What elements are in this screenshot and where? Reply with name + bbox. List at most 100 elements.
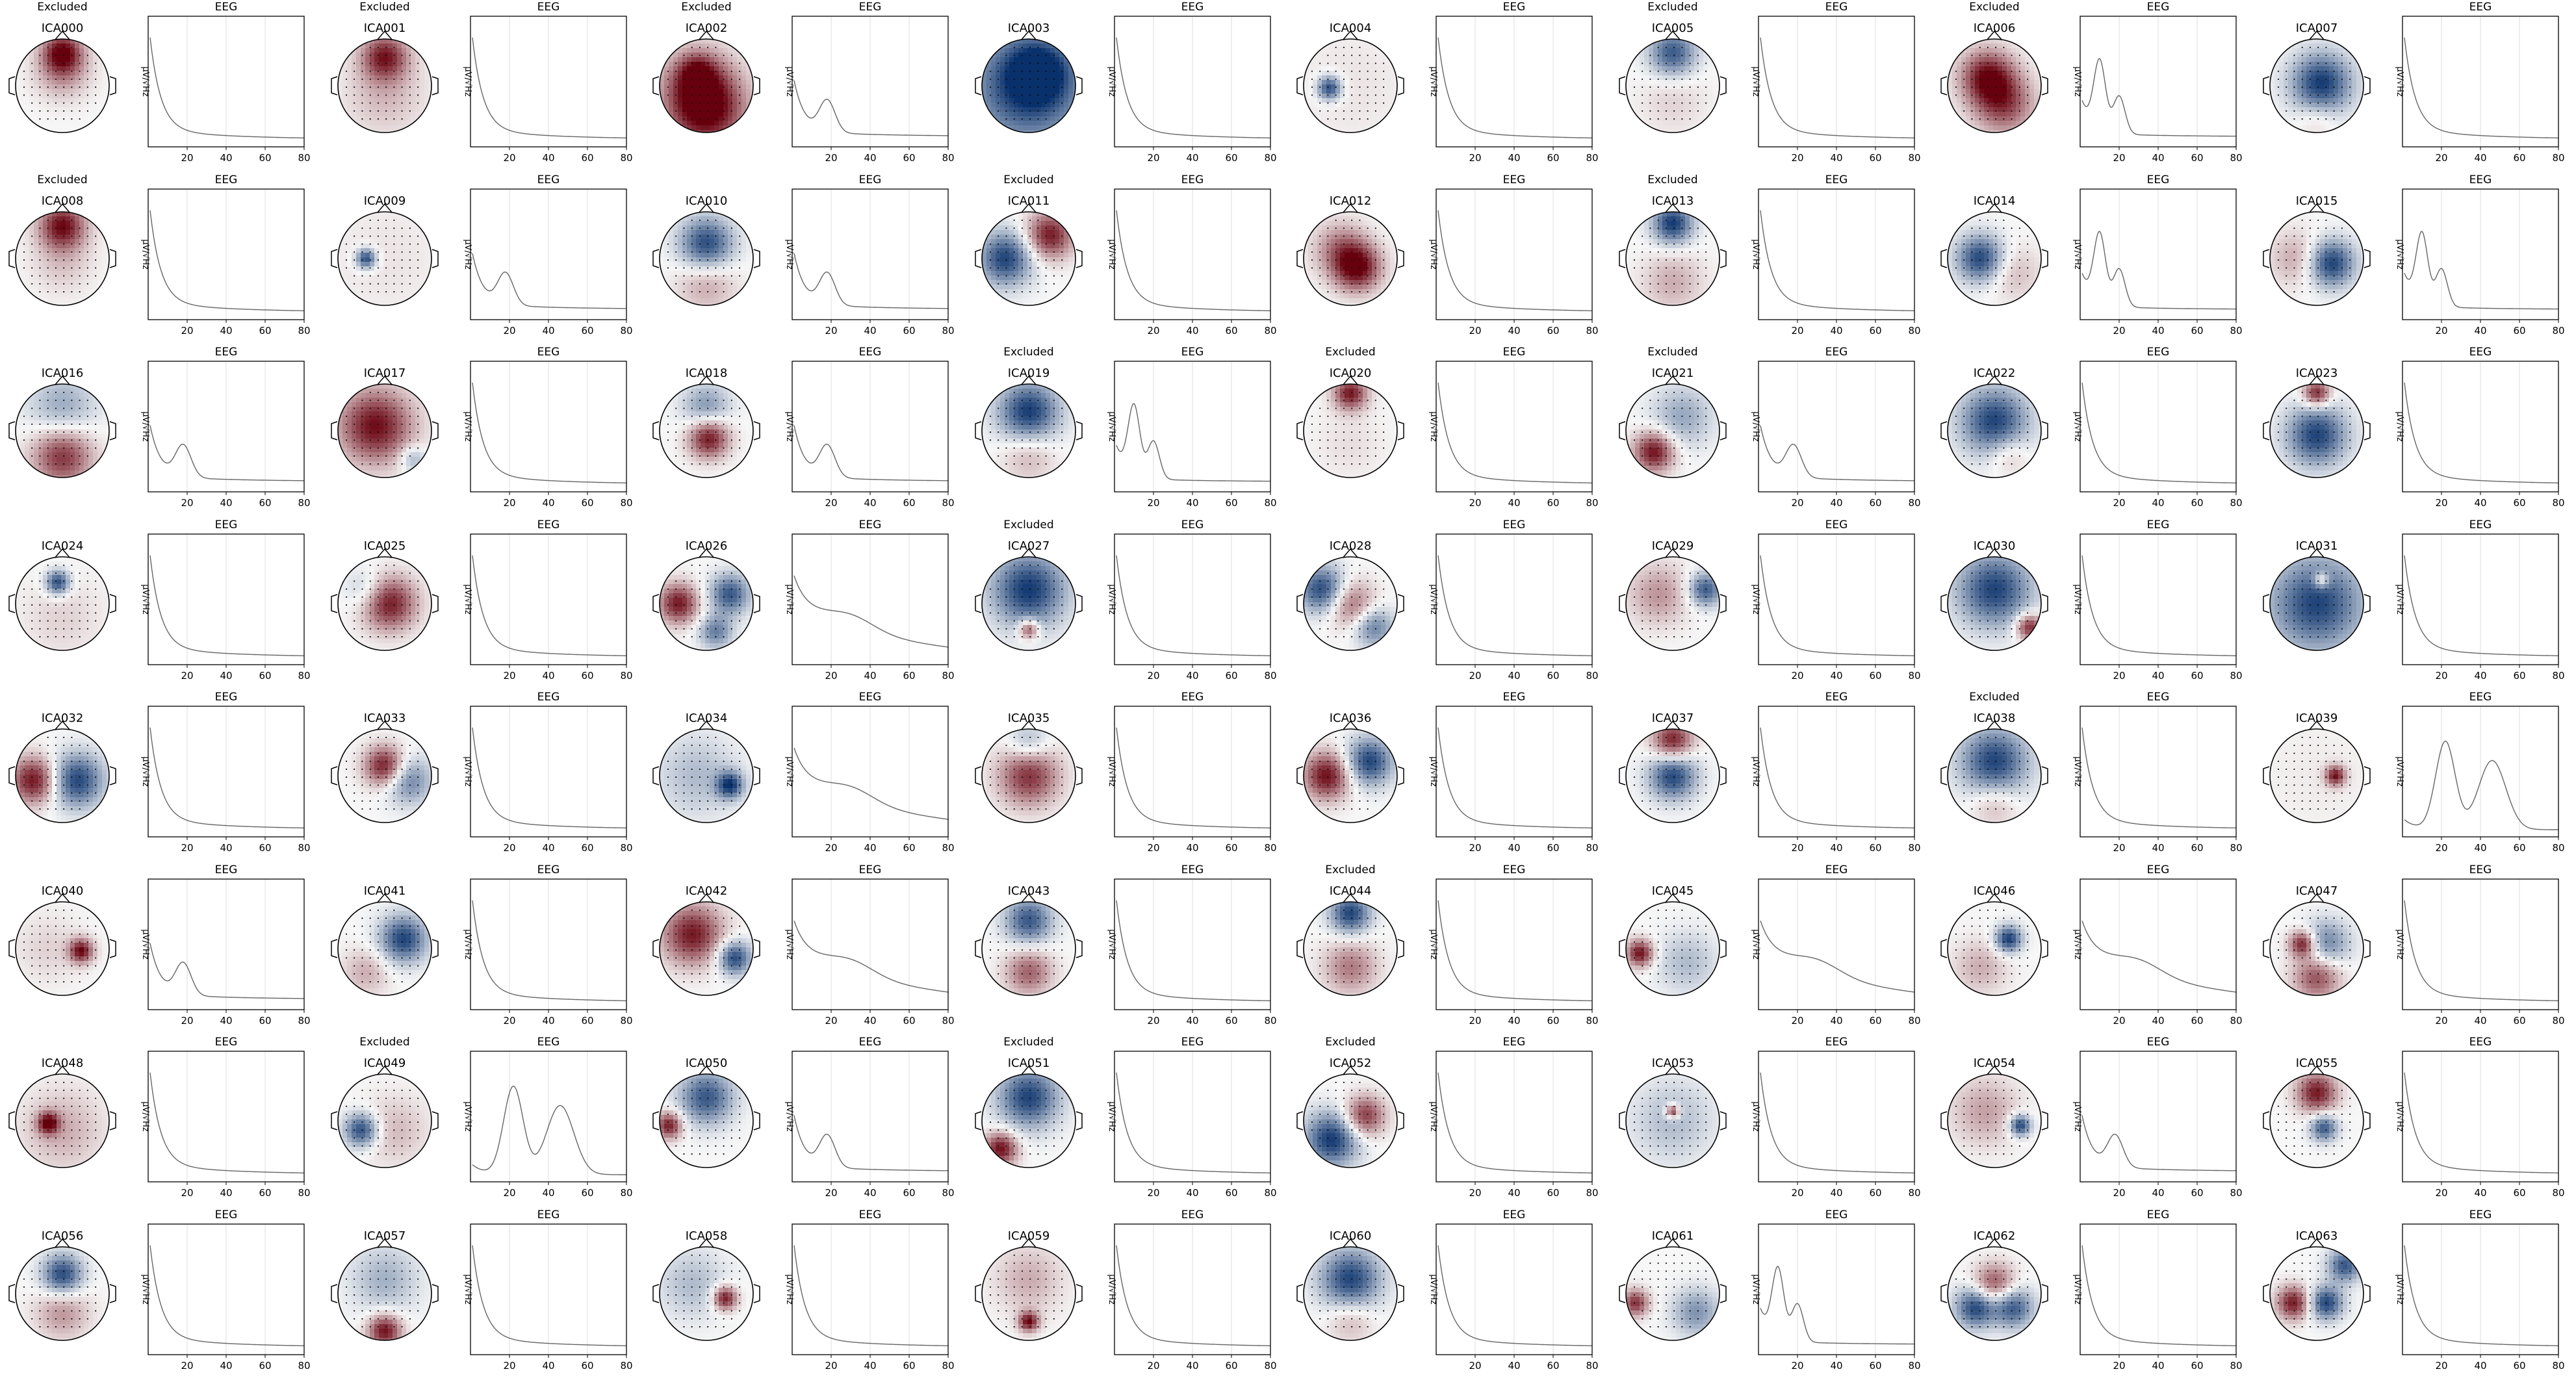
x-tick-label: 40: [864, 1360, 876, 1372]
left-ear: [330, 938, 337, 958]
spectrum-line: [793, 1115, 948, 1171]
x-tick-label: 40: [864, 1015, 876, 1027]
y-axis-label: µV/√Hz: [2072, 929, 2082, 960]
y-axis-label: µV/√Hz: [463, 239, 472, 270]
x-tick-label: 60: [581, 842, 593, 854]
spectrum-frame: [148, 188, 305, 320]
x-tick-label: 60: [2191, 842, 2203, 854]
component-name: ICA038: [1974, 711, 2016, 725]
right-ear: [1075, 421, 1083, 441]
excluded-label: Excluded: [1647, 1, 1697, 14]
nose: [2308, 720, 2325, 731]
excluded-label: Excluded: [37, 1, 87, 14]
x-tick-label: 60: [259, 325, 271, 337]
head-outline: [15, 211, 110, 306]
left-ear: [974, 938, 981, 958]
x-tick-label: 40: [864, 1187, 876, 1199]
x-tick-label: 60: [581, 670, 593, 682]
spectrum-frame: [792, 361, 949, 492]
x-tick-label: 20: [1791, 325, 1803, 337]
x-tick-label: 80: [298, 842, 310, 854]
x-tick-label: 20: [2113, 1015, 2125, 1027]
right-ear: [1397, 1111, 1404, 1131]
spectrum-frame: [469, 878, 627, 1010]
spectrum-line: [472, 1085, 626, 1175]
head-outline: [1303, 556, 1398, 651]
x-tick-label: 60: [259, 1360, 271, 1372]
left-ear: [2262, 938, 2269, 958]
head-outline: [659, 38, 754, 133]
x-tick-label: 60: [1225, 1015, 1237, 1027]
x-tick-label: 60: [259, 842, 271, 854]
sensor-dots: [345, 564, 419, 637]
nose: [1664, 375, 1681, 386]
left-ear: [1618, 248, 1625, 268]
y-axis-label: µV/√Hz: [1751, 239, 1760, 270]
x-tick-label: 40: [1186, 670, 1198, 682]
left-ear: [1296, 1111, 1304, 1131]
right-ear: [753, 76, 760, 96]
x-tick-label: 20: [1469, 1360, 1481, 1372]
nose: [54, 720, 71, 731]
x-tick-label: 60: [581, 152, 593, 164]
x-tick-label: 20: [181, 1015, 193, 1027]
spectrum-frame: [148, 706, 305, 837]
spectrum-line: [1115, 37, 1270, 139]
spectrum-title: EEG: [859, 1036, 882, 1049]
component-cell: ICA046 EEG 20 40 60 80 µV/√Hz: [1940, 863, 2243, 1027]
x-tick-label: 40: [1830, 1187, 1842, 1199]
x-tick-label: 60: [903, 842, 915, 854]
component-name: ICA003: [1007, 21, 1050, 35]
spectrum-frame: [2401, 706, 2559, 837]
y-axis-label: µV/√Hz: [1107, 756, 1116, 787]
spectrum-frame: [469, 188, 627, 320]
left-ear: [652, 76, 660, 96]
x-tick-label: 60: [581, 497, 593, 509]
component-cell: Excluded ICA021 EEG 20 40 60 80 µV/√Hz: [1618, 346, 1920, 509]
x-tick-label: 40: [542, 325, 554, 337]
component-cell: ICA010 EEG 20 40 60 80 µV/√Hz: [652, 173, 955, 337]
x-tick-label: 40: [542, 670, 554, 682]
left-ear: [1940, 1283, 1948, 1303]
x-tick-label: 20: [503, 497, 515, 509]
y-axis-label: µV/√Hz: [463, 411, 472, 442]
left-ear: [1618, 1111, 1625, 1131]
x-tick-label: 80: [1908, 152, 1920, 164]
nose: [1342, 203, 1359, 213]
x-tick-label: 20: [2113, 1187, 2125, 1199]
x-tick-label: 60: [903, 1360, 915, 1372]
spectrum-frame: [1757, 878, 1915, 1010]
spectrum-frame: [469, 533, 627, 665]
x-tick-label: 20: [1469, 325, 1481, 337]
component-name: ICA058: [686, 1229, 728, 1243]
x-tick-label: 60: [1547, 1015, 1559, 1027]
spectrum-frame: [469, 361, 627, 492]
right-ear: [753, 248, 760, 268]
component-name: ICA025: [363, 539, 406, 553]
excluded-label: Excluded: [1003, 173, 1053, 186]
right-ear: [109, 1283, 116, 1303]
x-tick-label: 40: [864, 497, 876, 509]
y-axis-label: µV/√Hz: [463, 929, 472, 960]
x-tick-label: 40: [1830, 325, 1842, 337]
x-tick-label: 40: [1830, 842, 1842, 854]
spectrum-line: [149, 425, 304, 481]
head-outline: [981, 556, 1076, 651]
spectrum-frame: [1757, 16, 1915, 147]
x-tick-label: 60: [259, 1015, 271, 1027]
x-tick-label: 40: [1508, 497, 1520, 509]
spectrum-line: [2081, 382, 2236, 484]
right-ear: [1719, 1111, 1727, 1131]
x-tick-label: 40: [542, 1015, 554, 1027]
spectrum-line: [2081, 1245, 2236, 1346]
x-tick-label: 20: [503, 842, 515, 854]
y-axis-label: µV/√Hz: [140, 929, 150, 960]
topomap-field: [16, 384, 109, 478]
head-outline: [1947, 1246, 2042, 1341]
sensor-dots: [989, 1254, 1063, 1327]
right-ear: [1075, 1283, 1083, 1303]
spectrum-line: [2403, 555, 2558, 656]
x-tick-label: 60: [1869, 497, 1881, 509]
x-tick-label: 80: [942, 1015, 954, 1027]
nose: [1020, 720, 1037, 731]
